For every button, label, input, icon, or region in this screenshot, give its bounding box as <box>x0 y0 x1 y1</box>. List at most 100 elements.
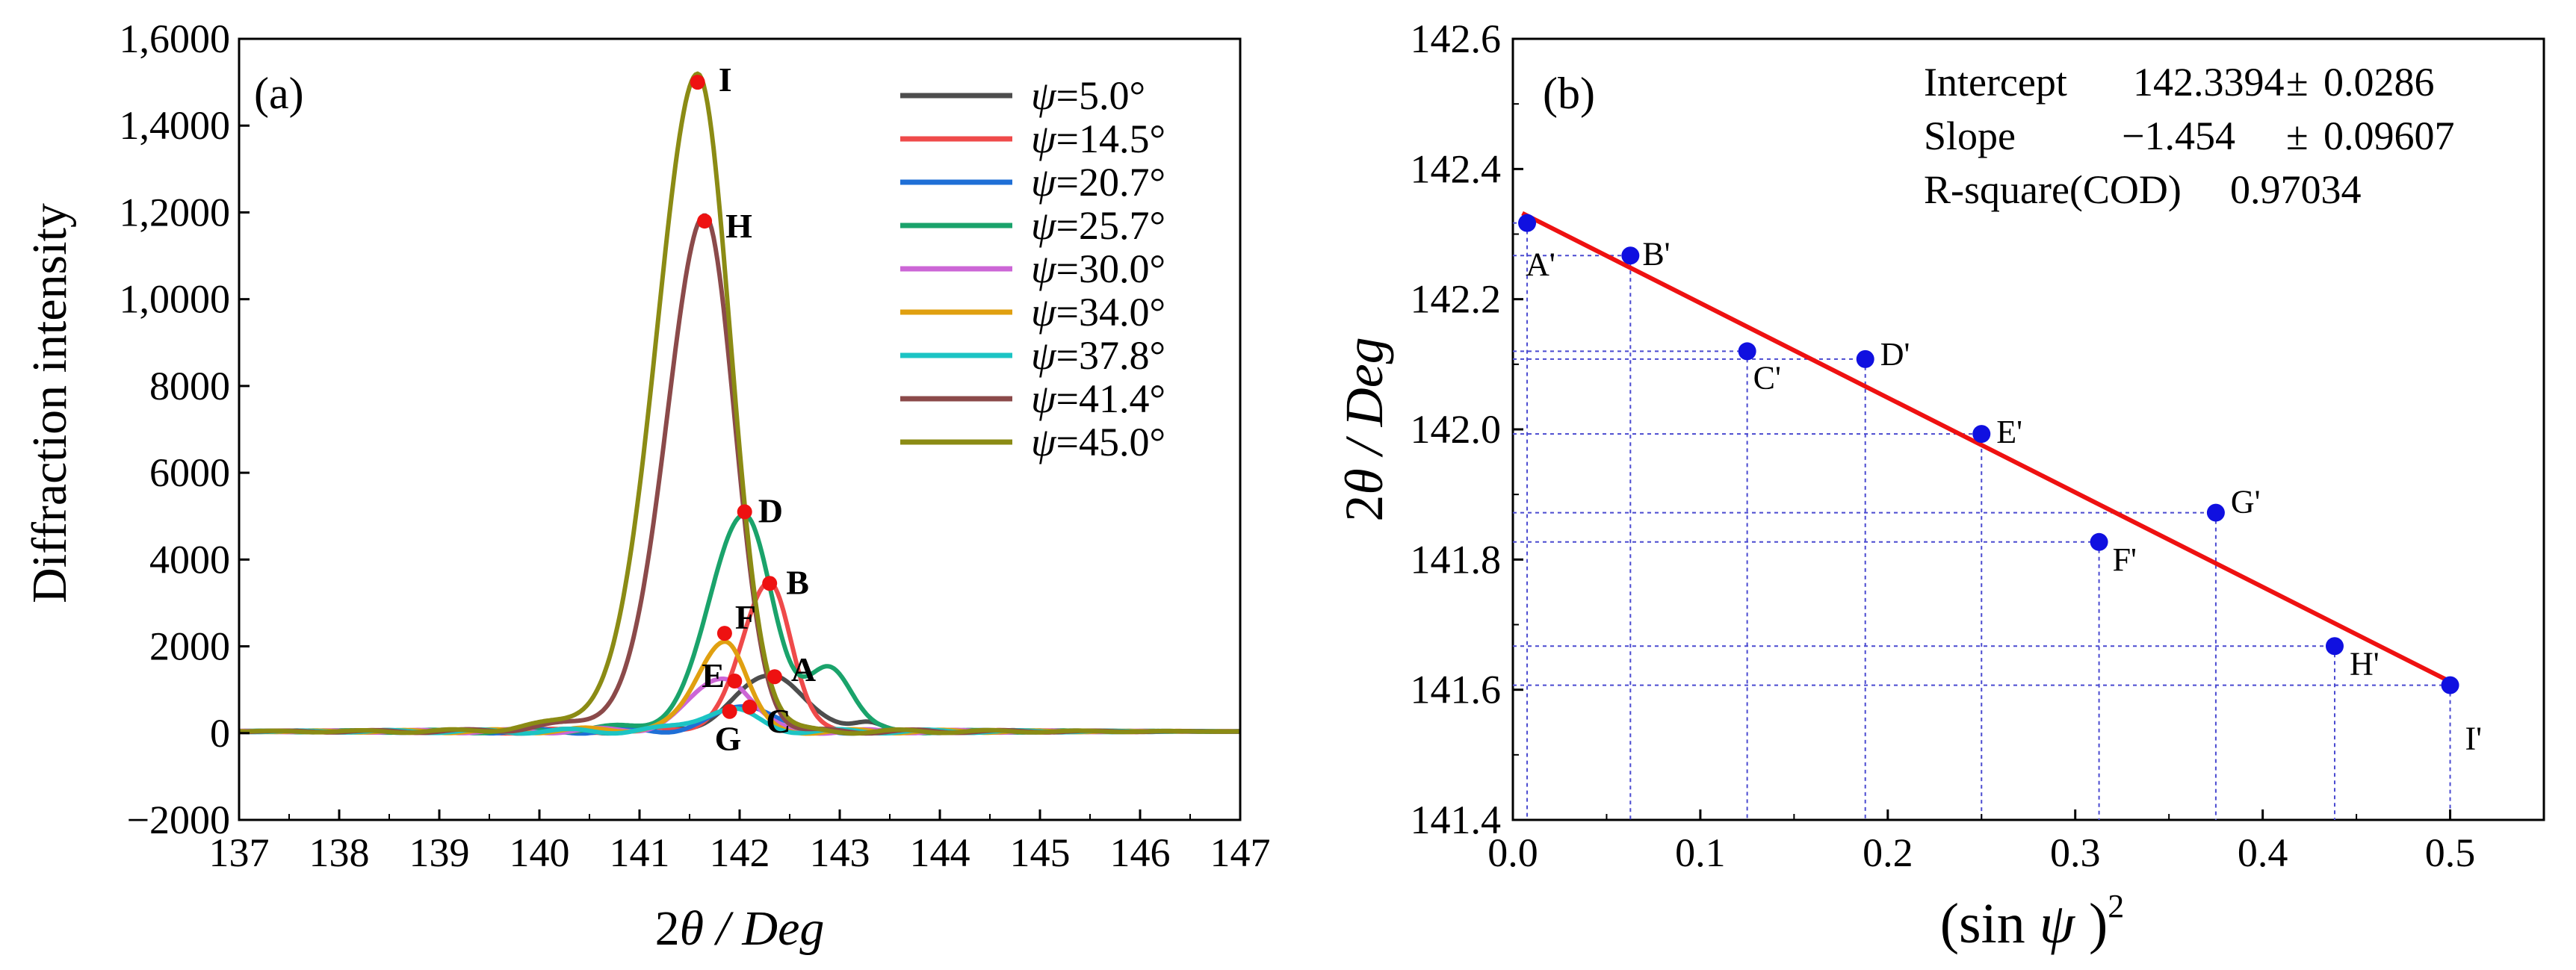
peak-label-I: I <box>719 60 732 99</box>
legend-label-2: ψ=14.5° <box>1031 116 1165 161</box>
point-label-2: B' <box>1642 235 1670 272</box>
panel-a-y-axis-title: Diffraction intensity <box>22 203 77 603</box>
legend-label-1: ψ=5.0° <box>1031 73 1145 118</box>
legend-label-5: ψ=30.0° <box>1031 246 1165 291</box>
x-tick-label: 142 <box>710 830 770 875</box>
x-tick-label: 0.5 <box>2425 830 2476 875</box>
legend-label-8: ψ=41.4° <box>1031 376 1165 421</box>
panel-b-y-axis-title: 2θ / Deg <box>1334 337 1394 521</box>
stat-rsquare-name: R-square(COD) <box>1924 167 2182 212</box>
x-tick-label: 0.2 <box>1863 830 1913 875</box>
peak-marker-G <box>722 703 737 719</box>
x-tick-label: 145 <box>1010 830 1071 875</box>
x-tick-label: 140 <box>510 830 570 875</box>
stat-intercept-name: Intercept <box>1924 60 2067 105</box>
legend-label-9: ψ=45.0° <box>1031 420 1165 464</box>
y-tick-label: 142.2 <box>1411 277 1502 322</box>
panel-b-fit-line-group <box>1521 211 2451 684</box>
peak-label-H: H <box>725 207 752 245</box>
legend-label-6: ψ=34.0° <box>1031 290 1165 335</box>
y-tick-label: 1,4000 <box>120 103 231 148</box>
x-tick-label: 139 <box>409 830 470 875</box>
x-tick-label: 0.3 <box>2050 830 2101 875</box>
stat-slope-pm: ± <box>2286 114 2309 158</box>
data-point-6 <box>2090 532 2108 551</box>
peak-label-D: D <box>758 491 783 529</box>
point-label-9: I' <box>2465 721 2483 757</box>
stat-slope-err: 0.09607 <box>2323 114 2455 158</box>
peak-marker-F <box>716 626 732 641</box>
y-tick-label: 142.0 <box>1411 407 1502 452</box>
peak-label-C: C <box>766 702 790 740</box>
point-label-7: G' <box>2231 484 2261 520</box>
panel-a: 137 138 139 140 141 142 143 144 145 146 147 −2000 0… <box>22 16 1271 956</box>
legend-label-3: ψ=20.7° <box>1031 160 1165 205</box>
peak-label-F: F <box>735 598 756 636</box>
y-tick-label: 142.6 <box>1411 16 1502 61</box>
peak-marker-E <box>727 674 743 689</box>
panel-a-x-ticks: 137 138 139 140 141 142 143 144 145 146 147 <box>209 809 1271 875</box>
data-point-4 <box>1856 349 1874 368</box>
x-tick-label: 0.4 <box>2238 830 2288 875</box>
panel-a-curves <box>239 71 1240 736</box>
y-tick-label: −2000 <box>127 798 230 842</box>
x-tick-label: 137 <box>209 830 270 875</box>
panel-b-x-axis-title: (sin ψ )2 <box>1940 888 2125 955</box>
stat-slope-name: Slope <box>1924 114 2016 158</box>
peak-label-E: E <box>702 656 725 694</box>
peak-marker-H <box>697 214 713 229</box>
y-tick-label: 141.8 <box>1411 537 1502 582</box>
x-tick-label: 147 <box>1210 830 1271 875</box>
panel-b-label: (b) <box>1543 69 1595 118</box>
point-label-1: A' <box>1526 246 1555 283</box>
peak-label-B: B <box>786 563 809 601</box>
y-tick-label: 2000 <box>149 624 230 669</box>
data-point-2 <box>1621 246 1640 265</box>
panel-a-x-axis-title: 2θ / Deg <box>655 901 825 956</box>
point-label-4: D' <box>1880 336 1910 373</box>
point-label-5: E' <box>1996 414 2022 450</box>
x-tick-label: 0.1 <box>1675 830 1726 875</box>
fit-line <box>1521 211 2451 684</box>
y-tick-label: 8000 <box>149 364 230 408</box>
panel-b-x-ticks: 0.0 0.1 0.2 0.3 0.4 0.5 <box>1487 809 2475 875</box>
series-line-9 <box>239 71 1240 736</box>
panel-b-y-ticks: 141.4 141.6 141.8 142.0 142.2 142.4 142.6 <box>1411 16 1523 842</box>
peak-marker-A <box>767 669 782 685</box>
fit-statistics: Intercept 142.3394 ± 0.0286 Slope −1.454… <box>1924 60 2455 212</box>
y-tick-label: 4000 <box>149 537 230 582</box>
x-tick-label: 143 <box>810 830 870 875</box>
x-tick-label: 141 <box>610 830 670 875</box>
peak-marker-B <box>762 576 778 591</box>
stat-intercept-pm: ± <box>2286 60 2309 105</box>
y-tick-label: 6000 <box>149 450 230 495</box>
stat-intercept-err: 0.0286 <box>2323 60 2435 105</box>
y-tick-label: 1,0000 <box>120 277 231 322</box>
y-tick-label: 1,6000 <box>120 16 231 61</box>
peak-marker-I <box>690 75 705 90</box>
x-tick-label: 146 <box>1110 830 1171 875</box>
data-point-8 <box>2325 637 2344 656</box>
stat-intercept-value: 142.3394 <box>2133 60 2285 105</box>
data-point-5 <box>1972 425 1991 444</box>
y-tick-label: 0 <box>210 711 230 756</box>
peak-label-G: G <box>715 720 742 758</box>
stat-slope-value: −1.454 <box>2122 114 2235 158</box>
peak-label-A: A <box>791 650 816 688</box>
data-point-7 <box>2206 503 2225 522</box>
stat-rsquare-value: 0.97034 <box>2230 167 2362 212</box>
y-tick-label: 141.4 <box>1411 798 1502 842</box>
x-tick-label: 138 <box>309 830 370 875</box>
legend-label-4: ψ=25.7° <box>1031 203 1165 248</box>
panel-a-label: (a) <box>254 69 304 118</box>
point-label-8: H' <box>2350 645 2380 682</box>
data-point-1 <box>1518 214 1537 232</box>
panel-a-y-ticks: −2000 0 2000 4000 6000 8000 1,0000 1,2000 1,4000… <box>120 16 250 842</box>
legend-label-7: ψ=37.8° <box>1031 333 1165 378</box>
x-tick-label: 0.0 <box>1487 830 1538 875</box>
data-point-9 <box>2441 676 2459 694</box>
peak-marker-C <box>742 699 758 715</box>
panel-b: A' B' C' D' E' F' G' H' I' 0.0 0.1 0.2 0.3 0.4 0.5 14… <box>1334 16 2545 955</box>
panel-b-data-points: A' B' C' D' E' F' G' H' I' <box>1518 214 2482 757</box>
